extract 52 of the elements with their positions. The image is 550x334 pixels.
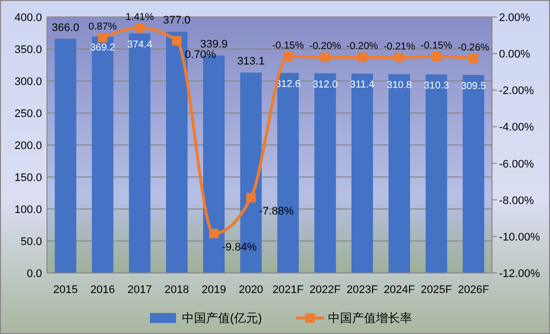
data-label: 313.1	[237, 56, 265, 68]
y2-tick-label: -12.00%	[499, 268, 540, 280]
data-label: -0.21%	[383, 41, 416, 52]
y-tick-label: 300.0	[14, 76, 42, 88]
x-tick-label: 2019	[202, 284, 226, 296]
y2-tick-label: -2.00%	[499, 85, 534, 98]
y2-tick-label: -6.00%	[499, 158, 534, 170]
x-tick-label: 2024F	[384, 284, 416, 296]
legend-label: 中国产值增长率	[328, 311, 412, 325]
y-tick-label: 250.0	[14, 108, 42, 120]
y-tick-label: 400.0	[14, 12, 42, 24]
data-label: 310.8	[386, 80, 412, 92]
data-label: 366.0	[52, 22, 80, 34]
legend-label: 中国产值(亿元)	[182, 311, 262, 325]
data-label: -0.15%	[272, 40, 304, 52]
data-label: 0.70%	[184, 48, 216, 61]
y-tick-label: 0.0	[26, 268, 42, 280]
x-tick-label: 2017	[127, 284, 152, 296]
data-label: -0.20%	[346, 41, 378, 52]
data-label: 369.2	[90, 42, 116, 54]
data-label: 310.3	[424, 80, 450, 92]
data-label: 339.9	[200, 38, 228, 50]
x-tick-label: 2015	[53, 284, 78, 296]
x-tick-label: 2021F	[272, 284, 304, 296]
x-tick-label: 2016	[90, 284, 115, 296]
data-label: 0.87%	[88, 22, 117, 33]
y-tick-label: 100.0	[14, 204, 42, 216]
y-tick-label: 150.0	[14, 172, 42, 184]
data-label: 374.4	[127, 39, 153, 50]
y-tick-label: 200.0	[14, 140, 42, 152]
data-label: 309.5	[460, 80, 486, 92]
data-label: -0.15%	[420, 40, 452, 52]
y2-tick-label: 2.00%	[499, 12, 530, 24]
x-tick-label: 2020	[238, 284, 264, 296]
data-label: -0.26%	[458, 42, 490, 54]
data-label: 311.4	[350, 80, 375, 91]
y2-tick-label: -8.00%	[499, 194, 534, 207]
x-tick-label: 2025F	[420, 284, 452, 296]
x-tick-label: 2018	[164, 284, 190, 296]
y-tick-label: 350.0	[14, 44, 42, 56]
y2-tick-label: -4.00%	[499, 122, 534, 134]
y-tick-label: 50.0	[20, 236, 42, 248]
data-label: 312.0	[312, 79, 338, 90]
y2-tick-label: -10.00%	[499, 231, 540, 244]
data-label: 377.0	[163, 14, 191, 27]
data-label: -0.20%	[309, 41, 342, 52]
x-tick-label: 2023F	[346, 284, 378, 296]
y2-tick-label: 0.00%	[499, 48, 530, 61]
data-label: -9.84%	[222, 242, 257, 254]
data-label: 1.41%	[126, 12, 154, 23]
x-tick-label: 2026F	[458, 284, 490, 296]
x-tick-label: 2022F	[310, 284, 341, 296]
